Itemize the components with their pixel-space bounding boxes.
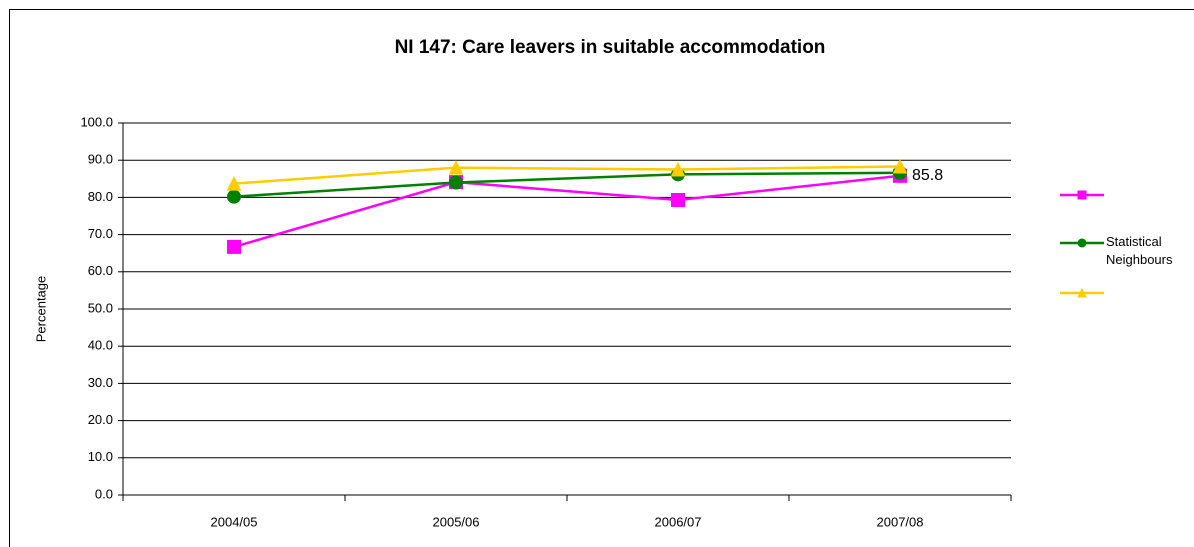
x-tick-label: 2006/07 (655, 514, 702, 529)
y-tick-label: 80.0 (88, 189, 113, 204)
data-point (226, 176, 242, 191)
x-tick-label: 2007/08 (877, 514, 924, 529)
legend-marker (1077, 287, 1087, 298)
y-tick-label: 90.0 (88, 152, 113, 167)
y-tick-label: 10.0 (88, 449, 113, 464)
data-point (892, 158, 908, 174)
x-tick-label: 2005/06 (433, 514, 480, 529)
y-tick-label: 20.0 (88, 412, 113, 427)
chart-frame (9, 9, 1194, 547)
series-line (233, 165, 901, 185)
data-point (449, 175, 463, 190)
y-tick-label: 40.0 (88, 338, 113, 353)
x-tick-label: 2004/05 (211, 514, 258, 529)
chart-title: NI 147: Care leavers in suitable accommo… (395, 37, 826, 58)
y-tick-label: 0.0 (95, 486, 113, 501)
y-tick-label: 30.0 (88, 375, 113, 390)
series-line (233, 174, 901, 249)
data-point (671, 193, 685, 208)
y-tick-label: 100.0 (80, 114, 113, 129)
legend-marker (1077, 190, 1087, 200)
y-tick-label: 70.0 (88, 226, 113, 241)
legend-label-line: Neighbours (1106, 252, 1173, 267)
y-tick-label: 50.0 (88, 300, 113, 315)
legend-marker (1077, 238, 1087, 248)
data-point (227, 189, 241, 204)
series-line (233, 171, 901, 198)
data-point (670, 161, 686, 177)
y-tick-label: 60.0 (88, 263, 113, 278)
data-point (227, 239, 241, 254)
legend-label: Statistical Neighbours (1106, 234, 1173, 267)
data-point (448, 160, 464, 175)
legend-label-line: Statistical (1106, 234, 1162, 249)
data-label: 85.8 (912, 167, 943, 184)
y-axis-label: Percentage (33, 276, 48, 343)
